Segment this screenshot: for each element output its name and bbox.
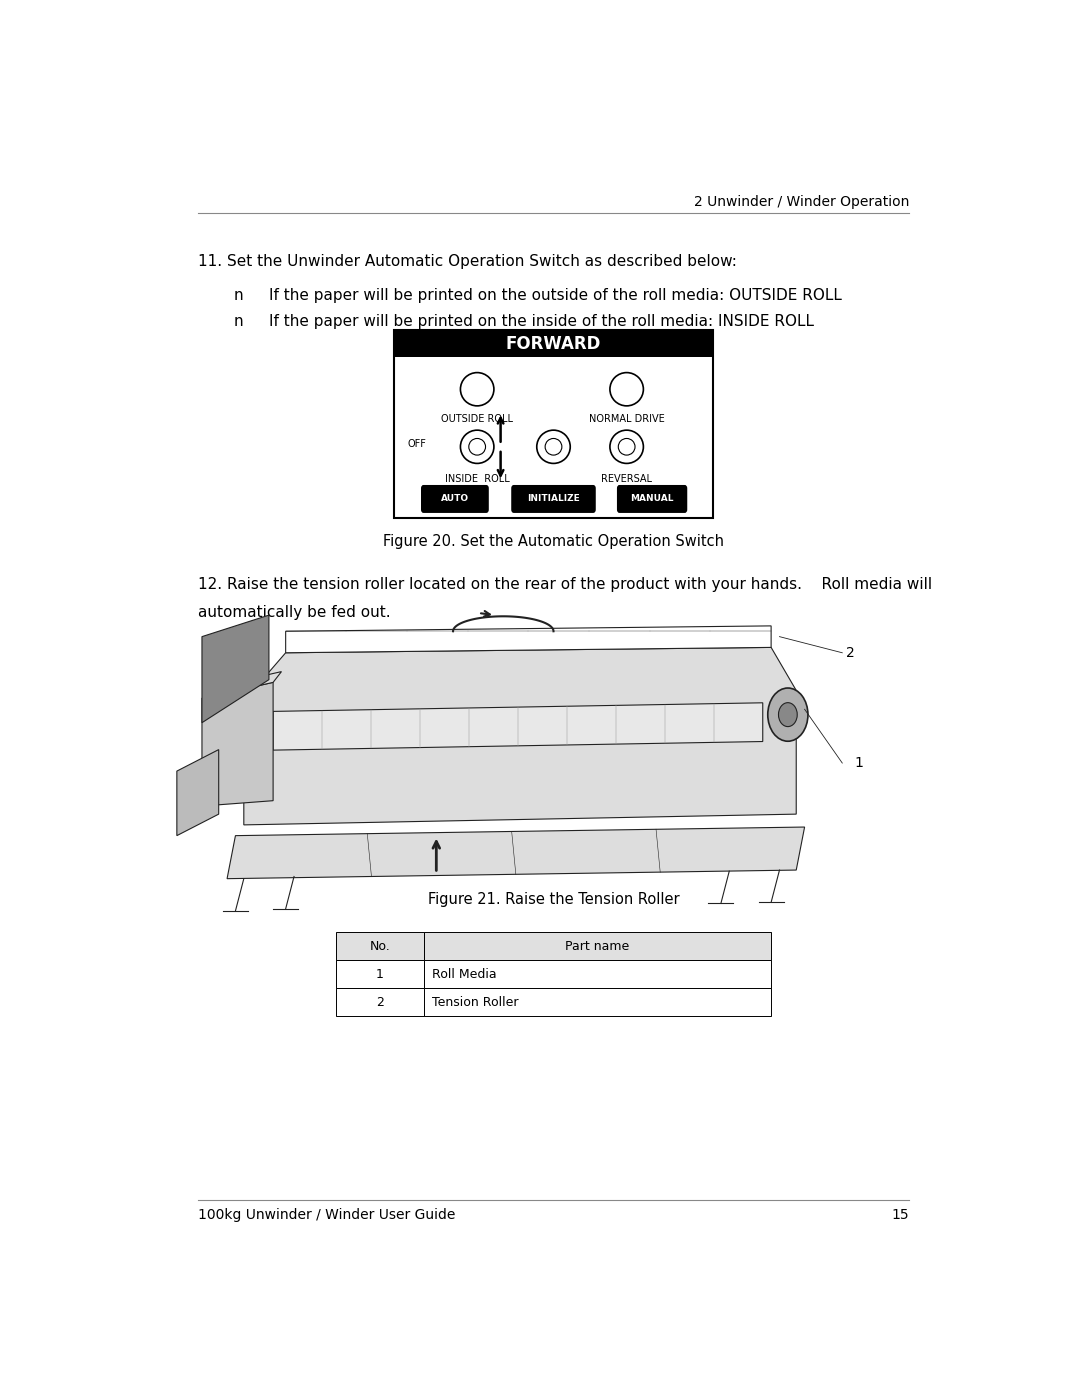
Text: AUTO: AUTO	[441, 495, 469, 503]
FancyBboxPatch shape	[511, 485, 596, 513]
Ellipse shape	[618, 439, 635, 455]
Text: Figure 20. Set the Automatic Operation Switch: Figure 20. Set the Automatic Operation S…	[383, 535, 724, 549]
Text: INSIDE  ROLL: INSIDE ROLL	[445, 474, 510, 485]
Polygon shape	[177, 750, 218, 835]
Text: 12. Raise the tension roller located on the rear of the product with your hands.: 12. Raise the tension roller located on …	[198, 577, 932, 592]
FancyBboxPatch shape	[617, 485, 687, 513]
Ellipse shape	[537, 430, 570, 464]
Polygon shape	[227, 827, 805, 879]
Polygon shape	[244, 647, 796, 824]
Polygon shape	[273, 703, 762, 750]
Bar	[423, 989, 771, 1017]
Text: OFF: OFF	[407, 439, 426, 448]
Ellipse shape	[779, 703, 797, 726]
Ellipse shape	[768, 687, 808, 742]
Text: REVERSAL: REVERSAL	[602, 474, 652, 485]
Text: Figure 21. Raise the Tension Roller: Figure 21. Raise the Tension Roller	[428, 891, 679, 907]
Text: automatically be fed out.: automatically be fed out.	[198, 605, 390, 620]
Ellipse shape	[545, 439, 562, 455]
Text: 1: 1	[376, 968, 383, 981]
Text: MANUAL: MANUAL	[631, 495, 674, 503]
Text: OUTSIDE ROLL: OUTSIDE ROLL	[441, 415, 513, 425]
Ellipse shape	[610, 373, 644, 407]
Bar	[336, 960, 423, 989]
Ellipse shape	[469, 439, 486, 455]
Text: 2 Unwinder / Winder Operation: 2 Unwinder / Winder Operation	[693, 194, 909, 208]
Text: 100kg Unwinder / Winder User Guide: 100kg Unwinder / Winder User Guide	[198, 1208, 455, 1222]
FancyBboxPatch shape	[421, 485, 489, 513]
Text: No.: No.	[369, 940, 390, 953]
Text: FORWARD: FORWARD	[505, 334, 602, 352]
Polygon shape	[202, 682, 273, 806]
Text: INITIALIZE: INITIALIZE	[527, 495, 580, 503]
Text: 11. Set the Unwinder Automatic Operation Switch as described below:: 11. Set the Unwinder Automatic Operation…	[198, 254, 737, 268]
Text: 2: 2	[847, 645, 855, 659]
Text: Part name: Part name	[565, 940, 630, 953]
Text: 2: 2	[376, 996, 383, 1009]
Ellipse shape	[610, 430, 644, 464]
FancyBboxPatch shape	[394, 330, 713, 518]
Text: Tension Roller: Tension Roller	[432, 996, 518, 1009]
Polygon shape	[202, 672, 282, 698]
Bar	[336, 932, 423, 960]
Text: n: n	[233, 314, 243, 328]
Polygon shape	[285, 626, 771, 652]
Text: If the paper will be printed on the inside of the roll media: INSIDE ROLL: If the paper will be printed on the insi…	[269, 314, 814, 328]
Text: 15: 15	[892, 1208, 909, 1222]
Text: 1: 1	[855, 756, 864, 770]
Bar	[394, 330, 713, 358]
Bar	[423, 932, 771, 960]
Ellipse shape	[460, 373, 494, 407]
Polygon shape	[202, 615, 269, 722]
Text: n: n	[233, 288, 243, 303]
Text: Roll Media: Roll Media	[432, 968, 497, 981]
Bar	[336, 989, 423, 1017]
Ellipse shape	[460, 430, 494, 464]
Text: If the paper will be printed on the outside of the roll media: OUTSIDE ROLL: If the paper will be printed on the outs…	[269, 288, 841, 303]
Text: NORMAL DRIVE: NORMAL DRIVE	[589, 415, 664, 425]
Bar	[423, 960, 771, 989]
